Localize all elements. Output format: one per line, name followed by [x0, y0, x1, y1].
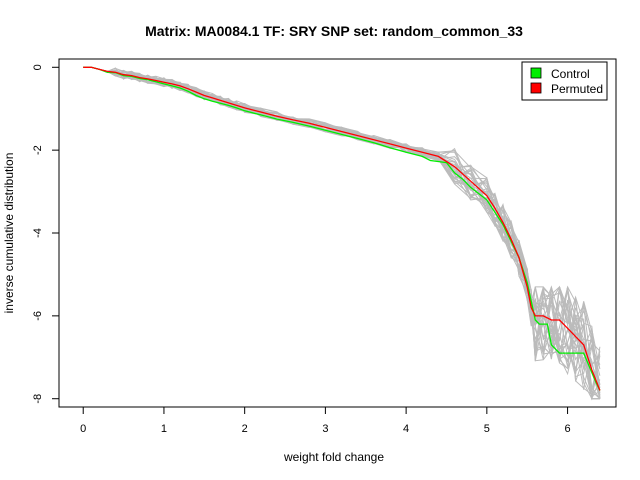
background-line: [83, 66, 601, 399]
background-line: [83, 66, 601, 365]
background-line: [83, 66, 601, 397]
background-line: [83, 66, 600, 400]
y-axis-label: inverse cumulative distribution: [2, 153, 16, 314]
x-tick-label: 5: [484, 423, 490, 435]
background-line: [83, 66, 601, 400]
x-tick-label: 3: [322, 423, 328, 435]
background-line: [83, 66, 601, 401]
series-line-control: [83, 66, 601, 391]
y-tick-label: -8: [32, 394, 44, 404]
chart-title: Matrix: MA0084.1 TF: SRY SNP set: random…: [145, 23, 523, 39]
background-line: [83, 66, 601, 395]
background-line: [83, 66, 601, 396]
y-axis: 0 -2 -4 -6 -8: [32, 64, 60, 404]
series-lines: [83, 66, 601, 391]
x-tick-label: 4: [403, 423, 409, 435]
x-tick-label: 0: [80, 423, 86, 435]
background-line: [83, 66, 601, 391]
background-line: [83, 66, 601, 399]
background-line: [83, 66, 601, 399]
background-line: [83, 66, 601, 401]
background-line: [83, 66, 601, 399]
y-tick-label: -4: [32, 228, 44, 238]
background-line: [83, 66, 600, 400]
background-permutation-lines: [83, 66, 601, 401]
background-line: [83, 66, 601, 394]
legend-swatch-control: [530, 67, 542, 79]
legend-box: [521, 61, 608, 101]
x-tick-label: 6: [565, 423, 571, 435]
legend-label-control: Control: [551, 67, 590, 81]
background-line: [83, 66, 601, 388]
x-tick-label: 1: [161, 423, 167, 435]
plot-frame: [58, 58, 617, 408]
x-tick-label: 2: [242, 423, 248, 435]
background-line: [83, 66, 601, 396]
y-tick-label: -6: [32, 311, 44, 321]
background-line: [83, 66, 601, 376]
background-line: [83, 66, 600, 400]
legend-swatch-permuted: [530, 82, 542, 94]
background-line: [83, 66, 601, 370]
background-line: [83, 66, 601, 399]
background-line: [83, 66, 600, 400]
background-line: [83, 66, 601, 367]
background-line: [83, 66, 601, 375]
y-tick-label: 0: [32, 64, 44, 70]
background-line: [83, 66, 601, 399]
x-axis: 0 1 2 3 4 5 6: [80, 406, 571, 435]
background-line: [83, 66, 601, 385]
x-axis-label: weight fold change: [283, 450, 384, 464]
legend: Control Permuted: [521, 61, 608, 101]
legend-label-permuted: Permuted: [551, 82, 603, 96]
background-line: [83, 66, 601, 385]
y-tick-label: -2: [32, 145, 44, 155]
background-line: [83, 66, 601, 370]
background-line: [83, 66, 600, 400]
background-line: [83, 66, 601, 397]
series-line-permuted: [83, 66, 601, 391]
